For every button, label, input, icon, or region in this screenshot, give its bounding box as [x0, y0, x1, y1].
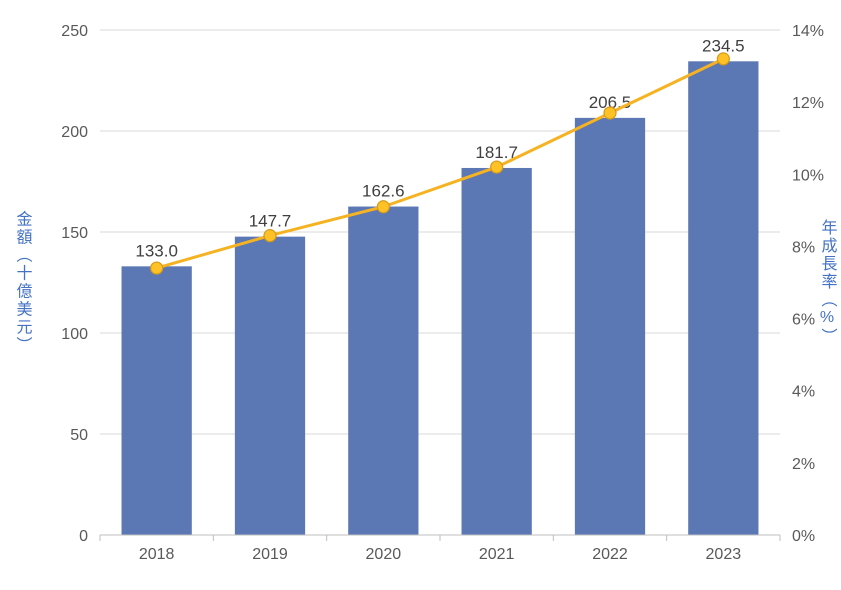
line-marker	[377, 201, 389, 213]
x-tick-label: 2021	[479, 546, 515, 563]
y1-tick-label: 100	[61, 326, 88, 343]
y1-tick-label: 150	[61, 225, 88, 242]
x-tick-label: 2020	[366, 546, 402, 563]
y1-tick-label: 50	[70, 427, 88, 444]
bar	[235, 237, 305, 535]
y2-tick-label: 4%	[792, 384, 815, 401]
bar	[688, 61, 758, 535]
bar	[348, 207, 418, 535]
line-marker	[717, 53, 729, 65]
y2-tick-label: 14%	[792, 23, 824, 40]
bar	[575, 118, 645, 535]
y2-tick-label: 10%	[792, 167, 824, 184]
x-tick-label: 2023	[706, 546, 742, 563]
chart-svg: 133.0147.7162.6181.7206.5234.52018201920…	[0, 0, 841, 590]
line-marker	[604, 107, 616, 119]
bar	[122, 266, 192, 535]
combo-chart: 133.0147.7162.6181.7206.5234.52018201920…	[0, 0, 841, 590]
y2-tick-label: 8%	[792, 239, 815, 256]
line-marker	[491, 161, 503, 173]
x-tick-label: 2018	[139, 546, 175, 563]
y2-tick-label: 2%	[792, 456, 815, 473]
y1-axis-title: 金額（十億美元）	[14, 211, 33, 355]
bar-value-label: 162.6	[362, 182, 405, 201]
y2-axis-title: 年成長率（%）	[819, 219, 838, 346]
line-marker	[264, 230, 276, 242]
y2-tick-label: 6%	[792, 312, 815, 329]
y1-tick-label: 0	[79, 528, 88, 545]
bar-value-label: 147.7	[249, 212, 292, 231]
bar	[462, 168, 532, 535]
y1-tick-label: 250	[61, 23, 88, 40]
y2-tick-label: 12%	[792, 95, 824, 112]
bar-value-label: 133.0	[135, 241, 178, 260]
y1-tick-label: 200	[61, 124, 88, 141]
x-tick-label: 2022	[592, 546, 628, 563]
x-tick-label: 2019	[252, 546, 288, 563]
line-marker	[151, 262, 163, 274]
y2-tick-label: 0%	[792, 528, 815, 545]
